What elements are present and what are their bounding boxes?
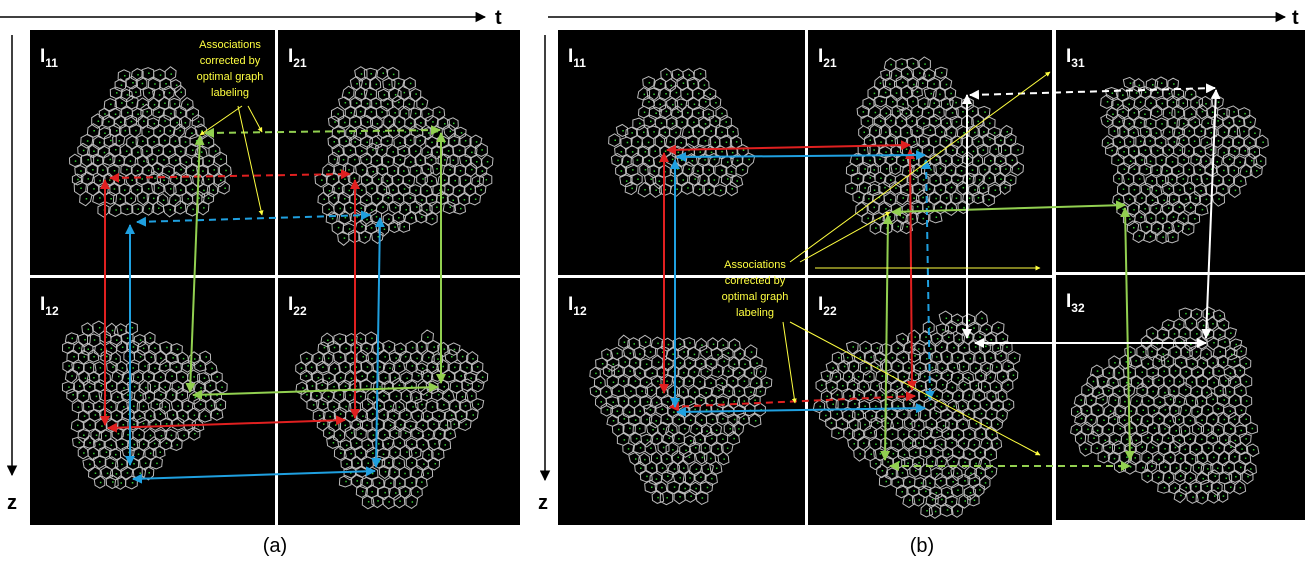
annotation: optimal graph (722, 291, 789, 303)
annotation: optimal graph (197, 71, 264, 83)
label-sub: 11 (45, 56, 58, 70)
image-panel: I22 (278, 278, 520, 525)
axis-label: t (1292, 7, 1299, 29)
annotation: labeling (211, 87, 249, 99)
image-panel: I32 (1056, 275, 1305, 520)
panel-background (1056, 275, 1305, 520)
label-sub: 12 (45, 304, 59, 318)
image-panel: I22 (808, 278, 1052, 525)
annotation: corrected by (200, 55, 261, 67)
label-sub: 12 (573, 304, 587, 318)
axis-label: z (7, 492, 17, 514)
image-panel: I31 (1056, 30, 1305, 272)
annotation: labeling (736, 307, 774, 319)
label-sub: 31 (1071, 56, 1085, 70)
axis-label: t (495, 7, 502, 29)
image-panel: I11 (558, 30, 805, 275)
label-sub: 22 (823, 304, 837, 318)
caption: (a) (263, 535, 287, 557)
label-sub: 21 (293, 56, 307, 70)
label-sub: 21 (823, 56, 837, 70)
caption: (b) (910, 535, 934, 557)
panel-background (558, 30, 805, 275)
panel-background (278, 30, 520, 275)
label-sub: 11 (573, 56, 586, 70)
annotation: Associations (199, 39, 261, 51)
image-panel: I21 (808, 30, 1052, 275)
axis-label: z (538, 492, 548, 514)
image-panel: I12 (30, 278, 275, 525)
image-panel: I21 (278, 30, 520, 275)
figure: t z t z I11I21I12I22I11I21I31I12I22I32 (0, 0, 1305, 561)
label-sub: 22 (293, 304, 307, 318)
annotation: corrected by (725, 275, 786, 287)
annotation: Associations (724, 259, 786, 271)
label-sub: 32 (1071, 301, 1085, 315)
